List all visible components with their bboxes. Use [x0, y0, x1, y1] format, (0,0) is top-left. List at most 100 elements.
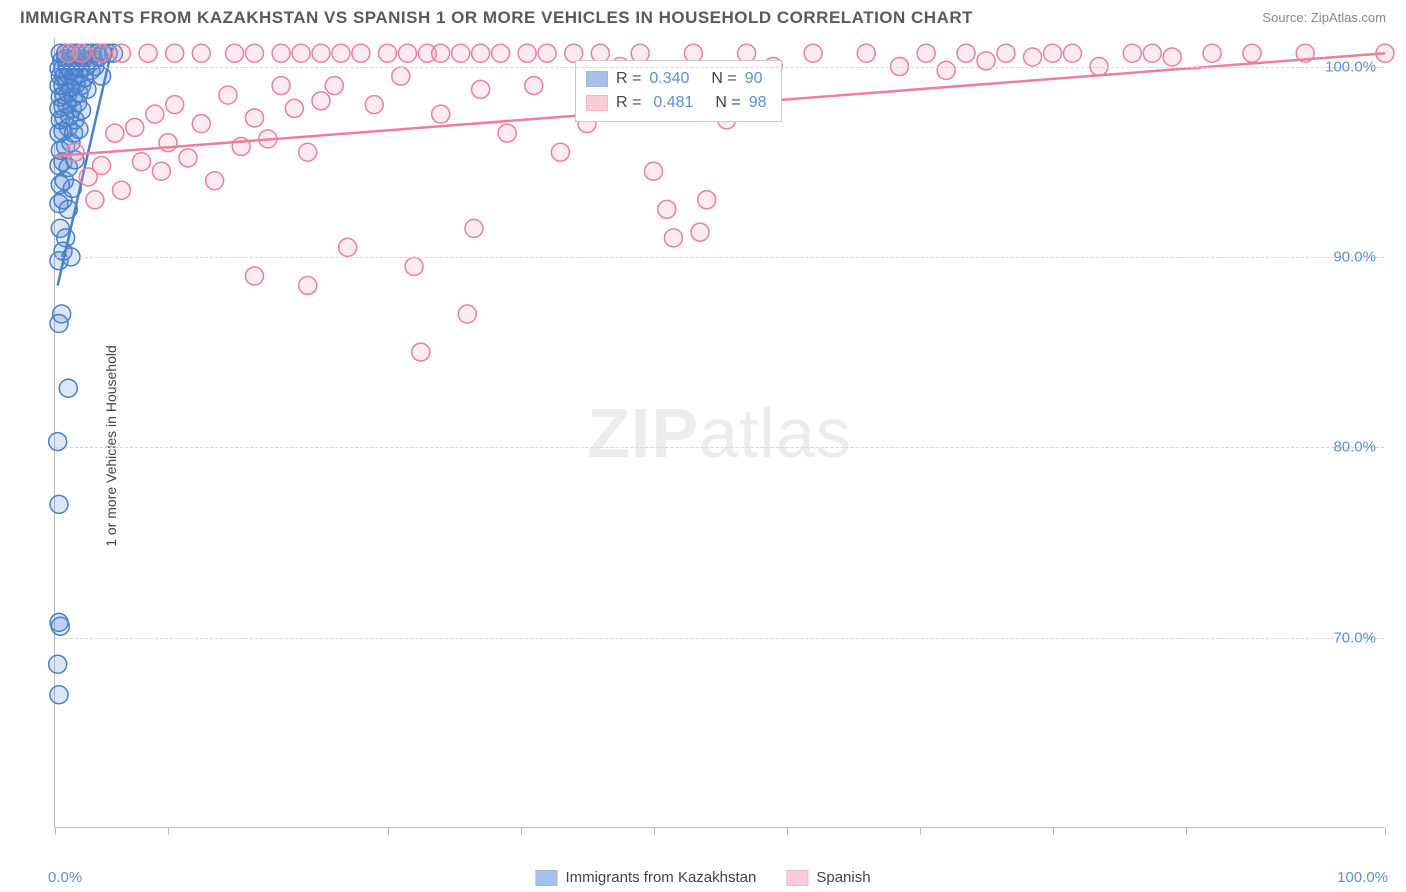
data-point-spanish: [246, 109, 264, 127]
data-point-kazakhstan: [51, 617, 69, 635]
source-credit: Source: ZipAtlas.com: [1262, 10, 1386, 25]
data-point-spanish: [1143, 44, 1161, 62]
gridline: [55, 447, 1384, 448]
x-tick: [654, 827, 655, 835]
data-point-spanish: [412, 343, 430, 361]
data-point-spanish: [352, 44, 370, 62]
bottom-legend: Immigrants from Kazakhstan Spanish: [535, 869, 870, 886]
r-label: R =: [616, 91, 641, 115]
x-tick: [168, 827, 169, 835]
data-point-spanish: [292, 44, 310, 62]
swatch-spanish: [586, 95, 608, 111]
data-point-spanish: [113, 44, 131, 62]
data-point-spanish: [206, 172, 224, 190]
data-point-spanish: [166, 44, 184, 62]
r-label: R =: [616, 67, 641, 91]
data-point-spanish: [997, 44, 1015, 62]
gridline: [55, 67, 1384, 68]
x-tick: [1186, 827, 1187, 835]
data-point-spanish: [219, 86, 237, 104]
x-tick: [920, 827, 921, 835]
stats-legend: R = 0.340 N = 90 R = 0.481 N = 98: [575, 60, 782, 122]
data-point-kazakhstan: [49, 655, 67, 673]
data-point-spanish: [658, 200, 676, 218]
data-point-spanish: [432, 105, 450, 123]
data-point-spanish: [299, 276, 317, 294]
data-point-spanish: [192, 44, 210, 62]
data-point-spanish: [332, 44, 350, 62]
data-point-spanish: [106, 124, 124, 142]
data-point-spanish: [452, 44, 470, 62]
data-point-spanish: [132, 153, 150, 171]
data-point-spanish: [857, 44, 875, 62]
data-point-spanish: [698, 191, 716, 209]
data-point-spanish: [458, 305, 476, 323]
x-tick: [55, 827, 56, 835]
swatch-kazakhstan: [586, 71, 608, 87]
data-point-spanish: [365, 96, 383, 114]
scatter-svg: [55, 38, 1385, 828]
gridline: [55, 257, 1384, 258]
data-point-kazakhstan: [50, 686, 68, 704]
data-point-spanish: [1063, 44, 1081, 62]
data-point-spanish: [957, 44, 975, 62]
data-point-spanish: [498, 124, 516, 142]
data-point-spanish: [1243, 44, 1261, 62]
data-point-spanish: [66, 143, 84, 161]
legend-item-spanish: Spanish: [786, 869, 870, 886]
x-tick: [1385, 827, 1386, 835]
data-point-kazakhstan: [53, 305, 71, 323]
data-point-spanish: [146, 105, 164, 123]
legend-label: Spanish: [816, 869, 870, 886]
data-point-spanish: [379, 44, 397, 62]
data-point-spanish: [405, 257, 423, 275]
data-point-spanish: [465, 219, 483, 237]
legend-item-kazakhstan: Immigrants from Kazakhstan: [535, 869, 756, 886]
n-value-2: 98: [749, 91, 767, 115]
x-tick: [787, 827, 788, 835]
data-point-spanish: [492, 44, 510, 62]
data-point-kazakhstan: [50, 495, 68, 513]
data-point-spanish: [246, 267, 264, 285]
x-tick-min: 0.0%: [48, 869, 82, 886]
n-label: N =: [715, 91, 740, 115]
y-tick-label: 80.0%: [1333, 439, 1376, 456]
plot-area: ZIPatlas R = 0.340 N = 90 R = 0.481 N = …: [54, 38, 1384, 828]
data-point-spanish: [312, 44, 330, 62]
data-point-spanish: [299, 143, 317, 161]
data-point-spanish: [804, 44, 822, 62]
data-point-spanish: [113, 181, 131, 199]
data-point-spanish: [1123, 44, 1141, 62]
data-point-spanish: [472, 44, 490, 62]
x-tick: [521, 827, 522, 835]
data-point-spanish: [1044, 44, 1062, 62]
data-point-spanish: [937, 61, 955, 79]
data-point-spanish: [525, 77, 543, 95]
data-point-spanish: [398, 44, 416, 62]
data-point-spanish: [538, 44, 556, 62]
data-point-spanish: [917, 44, 935, 62]
data-point-spanish: [226, 44, 244, 62]
source-label: Source:: [1262, 10, 1307, 25]
data-point-spanish: [312, 92, 330, 110]
data-point-spanish: [126, 118, 144, 136]
chart-title: IMMIGRANTS FROM KAZAKHSTAN VS SPANISH 1 …: [20, 8, 973, 28]
data-point-spanish: [472, 80, 490, 98]
source-link[interactable]: ZipAtlas.com: [1311, 10, 1386, 25]
data-point-spanish: [392, 67, 410, 85]
r-value-2: 0.481: [653, 91, 693, 115]
x-tick-max: 100.0%: [1337, 869, 1388, 886]
swatch-kazakhstan: [535, 870, 557, 886]
data-point-spanish: [551, 143, 569, 161]
data-point-spanish: [339, 238, 357, 256]
x-tick: [388, 827, 389, 835]
swatch-spanish: [786, 870, 808, 886]
data-point-spanish: [272, 44, 290, 62]
data-point-spanish: [166, 96, 184, 114]
data-point-spanish: [152, 162, 170, 180]
y-tick-label: 90.0%: [1333, 248, 1376, 265]
data-point-spanish: [179, 149, 197, 167]
data-point-spanish: [1024, 48, 1042, 66]
data-point-spanish: [139, 44, 157, 62]
data-point-spanish: [1163, 48, 1181, 66]
